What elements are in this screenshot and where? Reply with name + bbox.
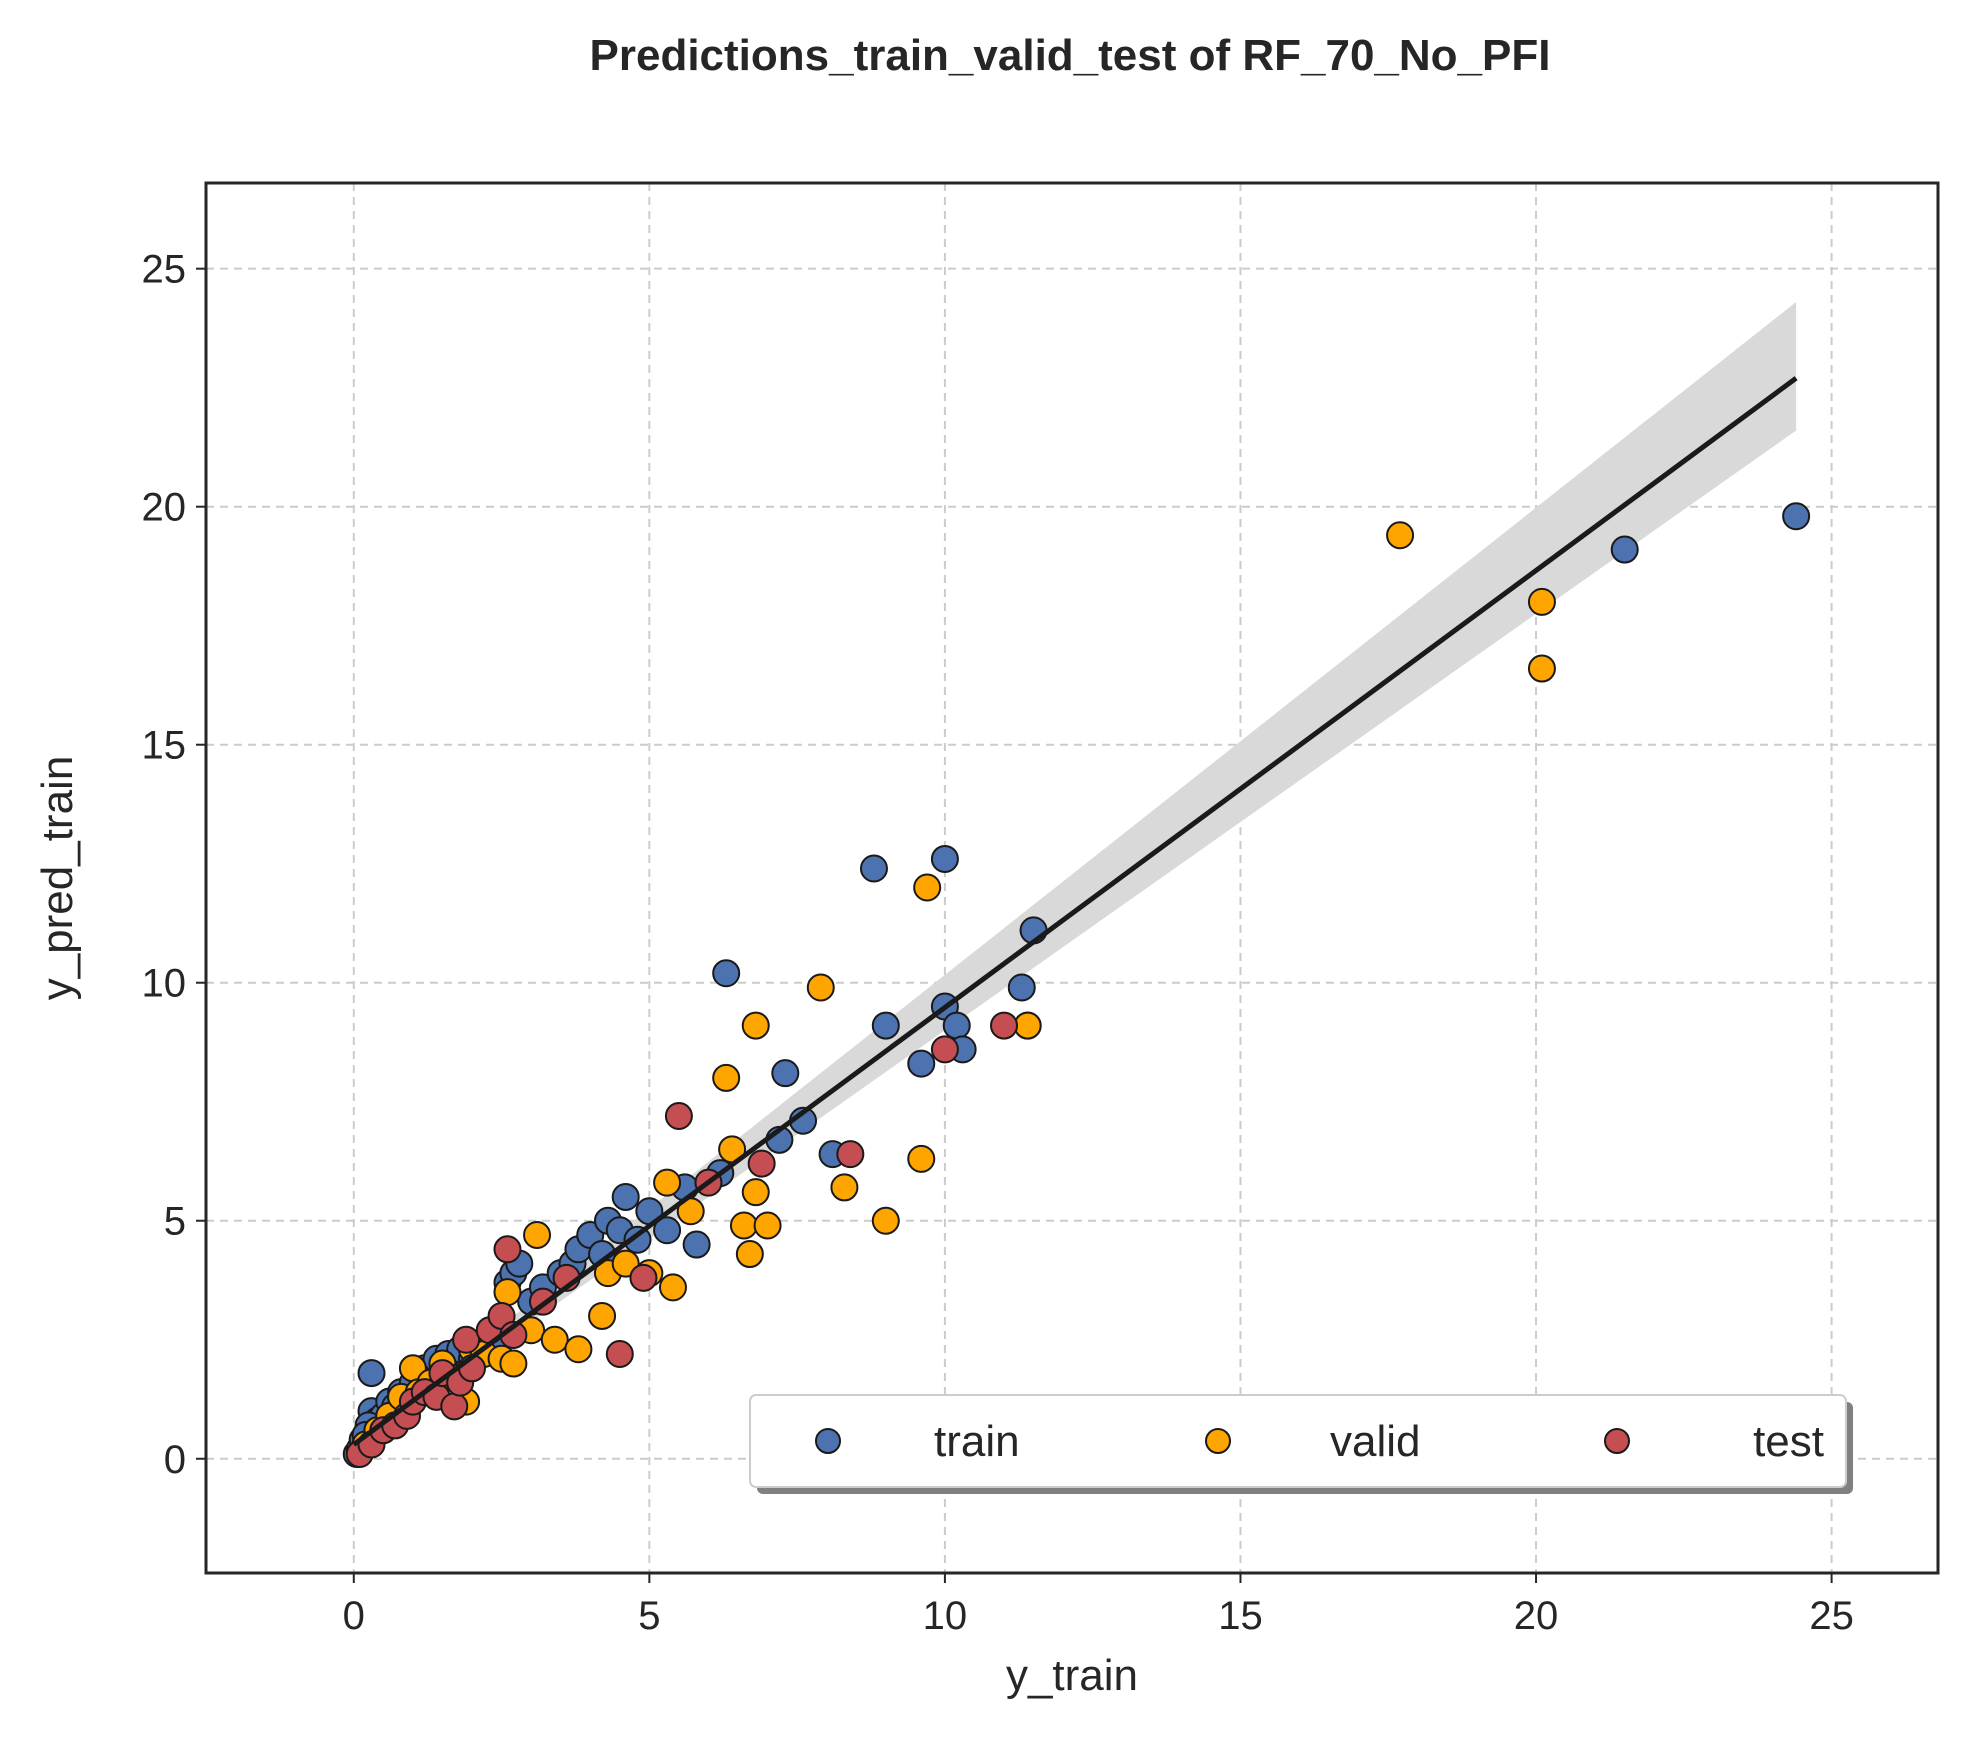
legend-marker-valid bbox=[1205, 1428, 1231, 1454]
train-point bbox=[611, 1182, 640, 1211]
legend-label-valid: valid bbox=[1330, 1417, 1421, 1466]
y-axis-label: y_pred_train bbox=[33, 756, 82, 1001]
train-point bbox=[1007, 973, 1036, 1002]
legend: train valid test bbox=[749, 1394, 1853, 1494]
train-point bbox=[357, 1359, 386, 1388]
x-tick-label: 5 bbox=[638, 1594, 660, 1638]
test-point bbox=[629, 1263, 658, 1292]
test-point bbox=[493, 1235, 522, 1264]
test-point bbox=[440, 1392, 469, 1421]
train-point bbox=[653, 1216, 682, 1245]
valid-point bbox=[830, 1173, 859, 1202]
valid-point bbox=[806, 973, 835, 1002]
y-tick-label: 20 bbox=[142, 486, 187, 530]
train-point bbox=[942, 1011, 971, 1040]
valid-point bbox=[753, 1211, 782, 1240]
legend-box bbox=[749, 1394, 1847, 1488]
y-axis-ticks: 0 5 10 15 20 25 bbox=[142, 248, 206, 1482]
test-point bbox=[836, 1140, 865, 1169]
valid-point bbox=[907, 1144, 936, 1173]
valid-point bbox=[735, 1240, 764, 1269]
chart-title: Predictions_train_valid_test of RF_70_No… bbox=[590, 31, 1551, 80]
x-tick-label: 20 bbox=[1514, 1594, 1559, 1638]
valid-point bbox=[741, 1178, 770, 1207]
train-point bbox=[712, 959, 741, 988]
y-tick-label: 5 bbox=[164, 1200, 186, 1244]
legend-label-test: test bbox=[1753, 1417, 1824, 1466]
train-point bbox=[1610, 535, 1639, 564]
test-point bbox=[664, 1102, 693, 1131]
y-tick-label: 15 bbox=[142, 724, 187, 768]
y-tick-label: 10 bbox=[142, 962, 187, 1006]
valid-point bbox=[712, 1063, 741, 1092]
regression-line bbox=[352, 376, 1798, 1447]
valid-point bbox=[1527, 654, 1556, 683]
legend-marker-test bbox=[1604, 1428, 1630, 1454]
valid-point bbox=[653, 1168, 682, 1197]
train-point bbox=[771, 1059, 800, 1088]
test-point bbox=[605, 1340, 634, 1369]
valid-point bbox=[1013, 1011, 1042, 1040]
legend-label-train: train bbox=[934, 1417, 1020, 1466]
test-point bbox=[930, 1035, 959, 1064]
valid-point bbox=[564, 1335, 593, 1364]
valid-point bbox=[540, 1325, 569, 1354]
x-axis-label: y_train bbox=[1006, 1651, 1138, 1700]
train-point bbox=[682, 1230, 711, 1259]
test-point bbox=[747, 1149, 776, 1178]
valid-point bbox=[913, 873, 942, 902]
train-point bbox=[871, 1011, 900, 1040]
valid-point bbox=[1527, 587, 1556, 616]
train-point bbox=[623, 1225, 652, 1254]
x-tick-label: 10 bbox=[923, 1594, 968, 1638]
valid-point bbox=[1386, 521, 1415, 550]
valid-point bbox=[729, 1211, 758, 1240]
x-tick-label: 25 bbox=[1809, 1594, 1854, 1638]
x-axis-ticks: 0 5 10 15 20 25 bbox=[343, 1573, 1854, 1638]
valid-point bbox=[493, 1278, 522, 1307]
train-point bbox=[907, 1049, 936, 1078]
x-tick-label: 15 bbox=[1218, 1594, 1263, 1638]
valid-point bbox=[871, 1206, 900, 1235]
data-points bbox=[342, 502, 1811, 1468]
train-point bbox=[1782, 502, 1811, 531]
valid-point bbox=[658, 1273, 687, 1302]
valid-point bbox=[588, 1301, 617, 1330]
train-point bbox=[930, 844, 959, 873]
valid-point bbox=[499, 1349, 528, 1378]
x-tick-label: 0 bbox=[343, 1594, 365, 1638]
y-tick-label: 0 bbox=[164, 1438, 186, 1482]
test-point bbox=[452, 1325, 481, 1354]
valid-point bbox=[741, 1011, 770, 1040]
test-point bbox=[990, 1011, 1019, 1040]
y-tick-label: 25 bbox=[142, 248, 187, 292]
valid-point bbox=[523, 1221, 552, 1250]
plot-frame bbox=[204, 181, 1940, 1575]
train-point bbox=[859, 854, 888, 883]
regression-line-path bbox=[352, 376, 1798, 1447]
legend-marker-train bbox=[815, 1428, 841, 1454]
